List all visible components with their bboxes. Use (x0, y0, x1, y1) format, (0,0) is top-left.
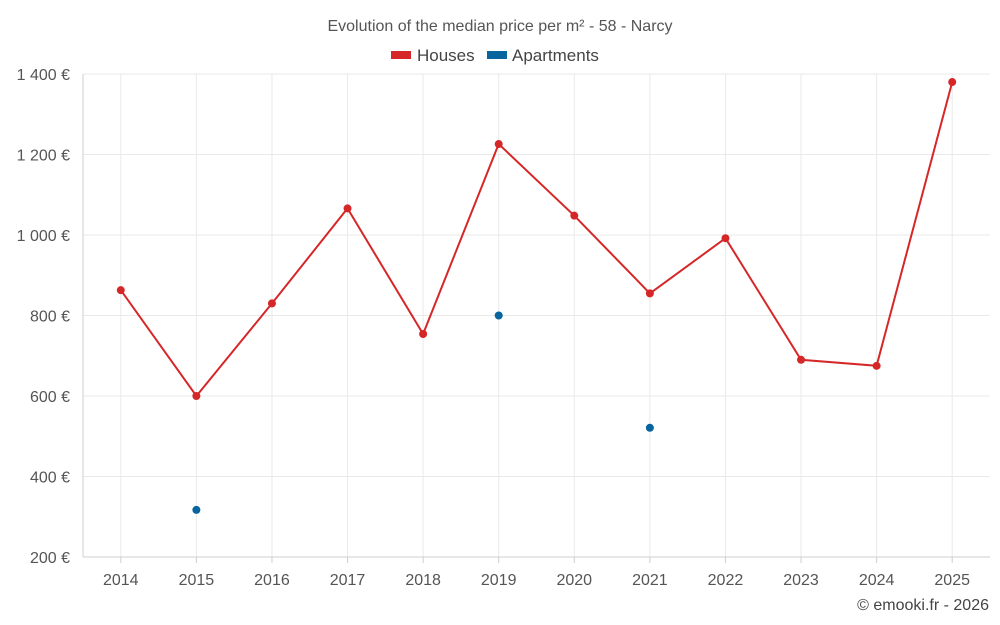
data-point-houses[interactable] (872, 361, 881, 370)
series-line-houses (119, 81, 954, 398)
x-tick-label: 2025 (934, 572, 970, 589)
x-tick-label: 2021 (632, 572, 668, 589)
axes: 200 € 400 € 600 € 800 € 1 000 € 1 200 € 1 400 … (17, 67, 990, 589)
data-point-houses[interactable] (116, 286, 125, 295)
y-tick-label: 200 € (30, 550, 70, 567)
x-tick-label: 2022 (708, 572, 744, 589)
x-tick-label: 2015 (179, 572, 215, 589)
y-tick-label: 800 € (30, 309, 70, 326)
data-point-houses[interactable] (494, 140, 503, 149)
y-tick-label: 1 000 € (17, 228, 70, 245)
data-point-houses[interactable] (343, 204, 352, 213)
data-point-houses[interactable] (797, 355, 806, 364)
x-tick-label: 2019 (481, 572, 517, 589)
data-point-apartments[interactable] (192, 505, 201, 514)
x-tick-label: 2016 (254, 572, 290, 589)
data-point-houses[interactable] (721, 234, 730, 243)
chart-title: Evolution of the median price per m² - 5… (327, 18, 672, 35)
x-tick-label: 2023 (783, 572, 819, 589)
data-point-houses[interactable] (192, 392, 201, 400)
data-point-apartments[interactable] (494, 311, 503, 320)
x-tick-label: 2020 (556, 572, 592, 589)
credit-text: © emooki.fr - 2026 (857, 597, 989, 614)
legend-label-apartments[interactable]: Apartments (512, 46, 599, 65)
y-tick-label: 400 € (30, 470, 70, 487)
data-point-houses[interactable] (267, 299, 276, 308)
x-tick-label: 2017 (330, 572, 366, 589)
x-tick-label: 2024 (859, 572, 895, 589)
legend-swatch-apartments[interactable] (487, 51, 507, 59)
y-tick-label: 1 400 € (17, 67, 70, 84)
y-tick-label: 600 € (30, 389, 70, 406)
data-point-houses[interactable] (570, 211, 579, 220)
legend-label-houses[interactable]: Houses (417, 46, 475, 65)
legend[interactable]: Houses Apartments (391, 46, 599, 65)
series-layer (116, 78, 957, 514)
legend-swatch-houses[interactable] (391, 51, 411, 59)
data-point-apartments[interactable] (645, 423, 654, 432)
data-point-houses[interactable] (948, 78, 957, 87)
y-tick-label: 1 200 € (17, 148, 70, 165)
data-point-houses[interactable] (419, 330, 428, 339)
data-point-houses[interactable] (645, 289, 654, 298)
x-tick-label: 2014 (103, 572, 139, 589)
x-tick-label: 2018 (405, 572, 441, 589)
grid (83, 73, 990, 558)
